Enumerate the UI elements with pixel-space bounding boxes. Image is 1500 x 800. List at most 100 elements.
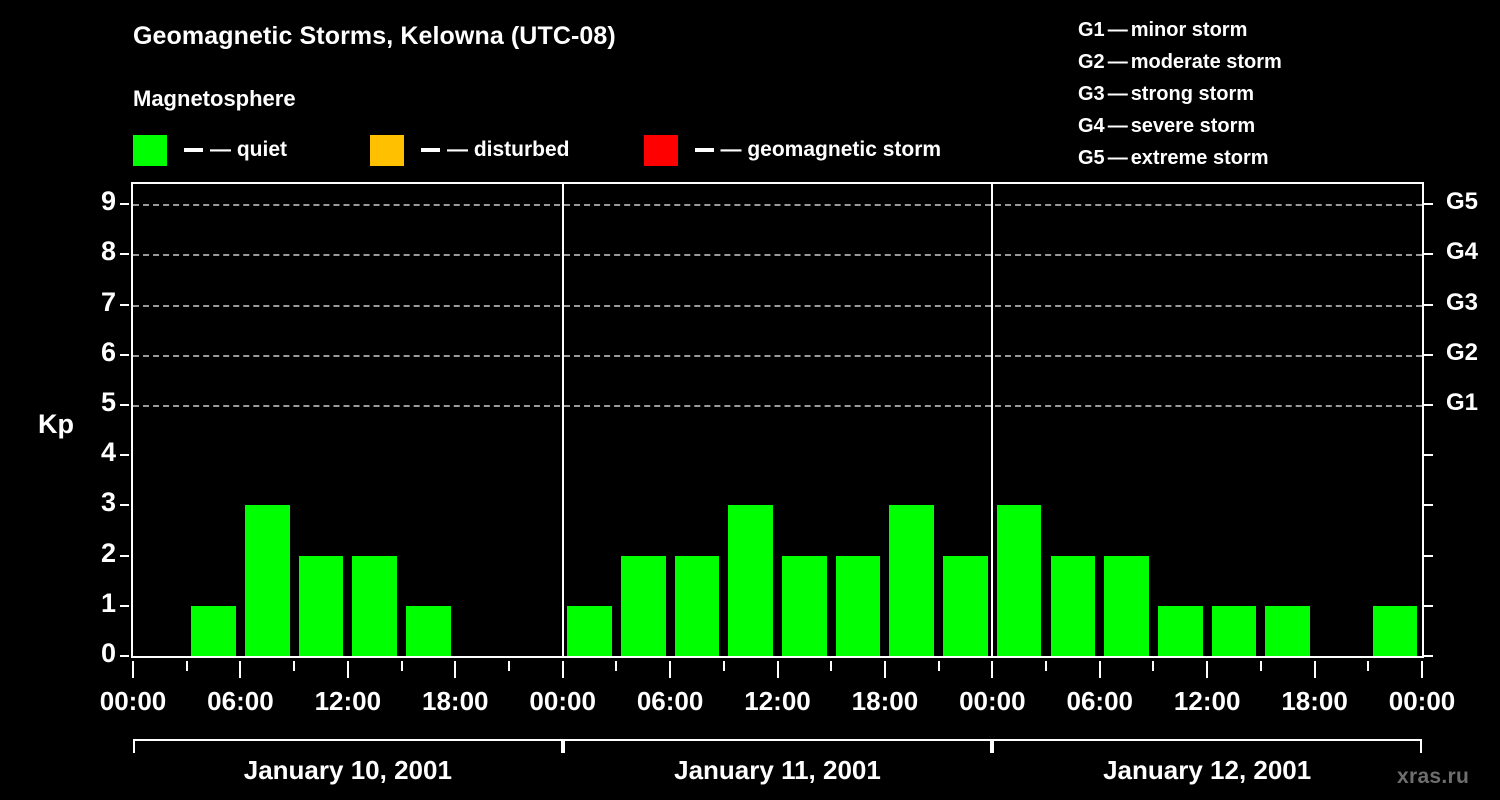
y-tick-mark	[120, 303, 129, 306]
legend: — quiet — disturbed — geomagnetic storm	[133, 133, 941, 167]
x-tick-label: 18:00	[851, 686, 919, 716]
y-tick-label-g4: G4	[1446, 238, 1479, 266]
y-tick-label-g1: G1	[1446, 388, 1479, 416]
g-scale-code: G5	[1078, 147, 1105, 169]
day-separator	[991, 184, 994, 656]
x-tick-mark-minor	[830, 661, 833, 671]
bar	[782, 555, 827, 656]
x-tick-mark-minor	[937, 661, 940, 671]
g-scale-separator: —	[1107, 83, 1128, 105]
x-tick-mark-minor	[400, 661, 403, 671]
g-scale-code: G4	[1078, 115, 1105, 137]
y-tick-mark	[120, 454, 129, 457]
y-tick-label-g2: G2	[1446, 338, 1479, 366]
g-scale-code: G1	[1078, 19, 1105, 41]
bar	[1104, 555, 1149, 656]
y-tick-label-8: 8	[100, 236, 116, 267]
y-tick-mark-right	[1424, 353, 1433, 356]
x-tick-mark-major	[669, 661, 672, 678]
legend-swatch-disturbed	[370, 134, 404, 166]
legend-label-disturbed: — disturbed	[447, 138, 570, 161]
y-tick-mark-right	[1424, 655, 1433, 657]
y-tick-label-g3: G3	[1446, 288, 1479, 316]
y-tick-label-3: 3	[100, 487, 116, 518]
y-tick-label-g5: G5	[1446, 188, 1479, 216]
legend-dash-icon	[184, 148, 203, 152]
legend-swatch-storm	[643, 134, 678, 166]
g-scale-row-g2: G2— moderate storm	[1078, 46, 1282, 78]
bar	[1265, 605, 1310, 656]
y-tick-label-6: 6	[100, 336, 116, 367]
day-label: January 11, 2001	[674, 755, 881, 785]
day-bracket	[133, 739, 563, 753]
legend-swatch-quiet	[133, 134, 167, 166]
x-tick-label: 18:00	[422, 686, 489, 716]
x-tick-label: 12:00	[314, 686, 382, 716]
bar	[835, 555, 881, 656]
x-tick-mark-major	[883, 661, 886, 678]
g-scale-description: minor storm	[1130, 19, 1248, 41]
x-tick-mark-minor	[1045, 661, 1048, 671]
g-scale-row-g1: G1— minor storm	[1078, 14, 1282, 46]
plot-inner	[133, 184, 1422, 656]
day-label: January 12, 2001	[1103, 755, 1312, 785]
y-tick-mark-right	[1424, 203, 1433, 206]
bar	[1211, 605, 1257, 656]
legend-dash-icon	[694, 148, 714, 152]
x-tick-mark-minor	[185, 661, 188, 671]
watermark: xras.ru	[1397, 765, 1470, 788]
x-tick-mark-major	[561, 661, 564, 678]
x-tick-mark-major	[1206, 661, 1209, 678]
legend-heading: Magnetosphere	[133, 86, 296, 111]
bar	[943, 555, 988, 656]
legend-label-quiet: — quiet	[210, 138, 287, 161]
y-tick-mark-right	[1424, 303, 1433, 306]
bar	[674, 555, 720, 656]
y-tick-mark-right	[1424, 403, 1433, 406]
y-tick-mark-right	[1424, 454, 1433, 457]
y-tick-label-9: 9	[100, 186, 116, 217]
g-scale-code: G2	[1078, 51, 1105, 73]
bar	[728, 505, 773, 656]
x-tick-label: 06:00	[636, 686, 704, 716]
x-tick-label: 00:00	[529, 686, 596, 716]
gridline-kp-5	[133, 404, 1422, 407]
g-scale-description: strong storm	[1130, 83, 1255, 105]
x-tick-label: 00:00	[959, 686, 1026, 716]
bar	[191, 605, 236, 656]
bar	[298, 555, 344, 656]
x-tick-mark-major	[776, 661, 779, 678]
x-tick-mark-major	[132, 661, 134, 678]
x-tick-label: 06:00	[207, 686, 274, 716]
g-scale-row-g3: G3— strong storm	[1078, 78, 1282, 110]
x-tick-mark-minor	[1367, 661, 1370, 671]
gridline-kp-7	[133, 304, 1422, 307]
legend-item-disturbed: — disturbed	[370, 133, 570, 167]
g-scale-description: severe storm	[1130, 115, 1256, 137]
bar	[889, 505, 935, 656]
gridline-kp-9	[133, 204, 1422, 207]
y-tick-label-4: 4	[100, 437, 116, 468]
plot-area	[131, 182, 1424, 658]
x-tick-label: 18:00	[1281, 686, 1348, 716]
legend-item-quiet: — quiet	[133, 133, 287, 167]
y-tick-mark	[120, 353, 129, 356]
x-tick-mark-minor	[293, 661, 296, 671]
y-tick-label-1: 1	[100, 587, 116, 618]
g-scale-separator: —	[1107, 115, 1128, 137]
gridline-kp-8	[133, 254, 1422, 257]
g-scale-separator: —	[1107, 19, 1128, 41]
x-tick-label: 00:00	[1388, 686, 1456, 716]
x-tick-mark-major	[454, 661, 457, 678]
g-scale-separator: —	[1107, 147, 1128, 169]
x-tick-mark-major	[239, 661, 242, 678]
g-scale-row-g4: G4— severe storm	[1078, 110, 1282, 142]
y-tick-mark	[120, 403, 129, 406]
g-scale-code: G3	[1078, 83, 1105, 105]
x-tick-mark-major	[1098, 661, 1101, 678]
y-tick-mark	[120, 203, 129, 206]
y-tick-mark-right	[1424, 554, 1433, 557]
g-scale-description: moderate storm	[1130, 51, 1282, 73]
x-tick-label: 00:00	[99, 686, 167, 716]
